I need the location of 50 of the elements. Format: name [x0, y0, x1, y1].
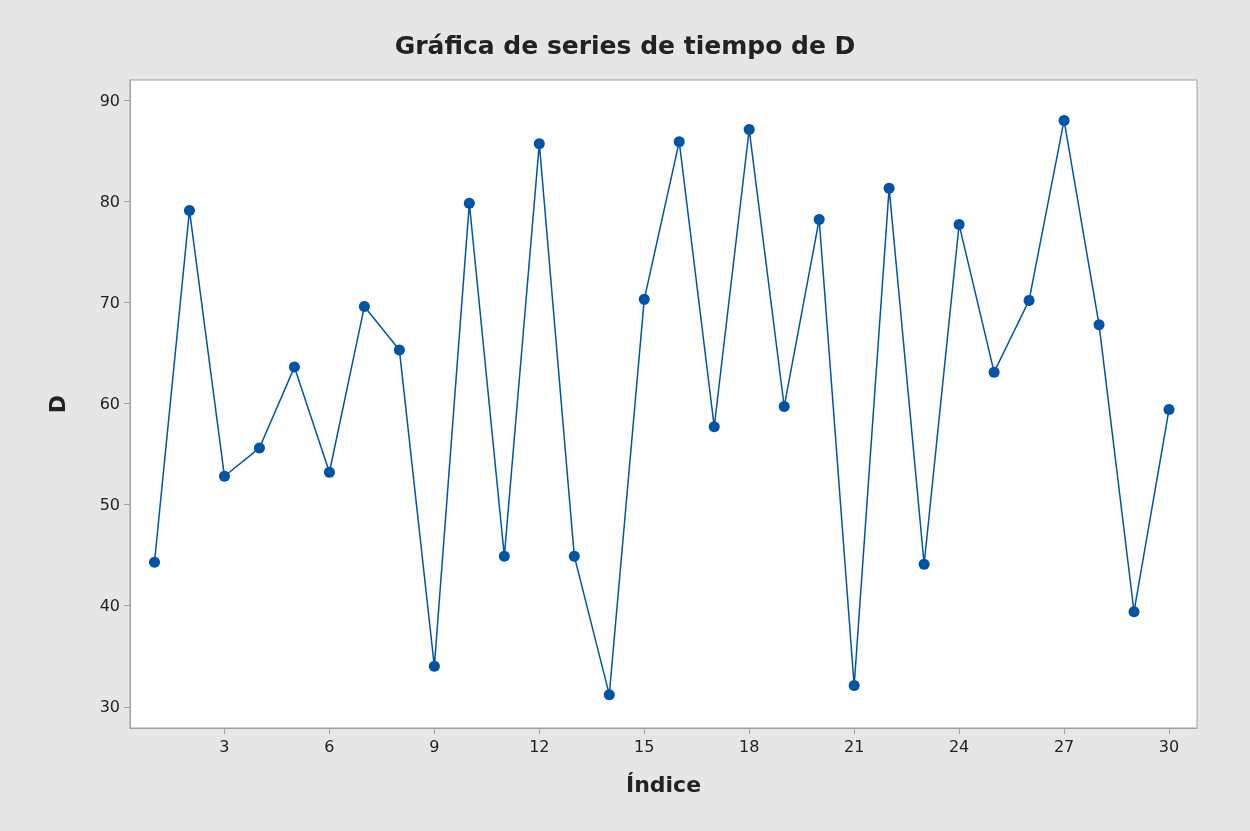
point — [498, 550, 510, 562]
y-tick-label: 30 — [99, 697, 120, 717]
x-tick-label: 9 — [429, 736, 440, 756]
x-tick-label: 18 — [739, 736, 760, 756]
y-tick-label: 70 — [99, 292, 120, 312]
point — [883, 182, 895, 194]
point — [778, 401, 790, 413]
point — [533, 138, 545, 150]
point — [708, 421, 720, 433]
x-tick-label: 27 — [1053, 736, 1075, 756]
point — [638, 293, 650, 305]
point — [743, 124, 755, 136]
point — [149, 556, 160, 568]
point — [1128, 606, 1140, 618]
x-tick-label: 15 — [634, 736, 655, 756]
y-tick-label: 90 — [99, 90, 120, 110]
point — [673, 136, 685, 148]
point — [953, 219, 965, 231]
point — [183, 204, 195, 216]
x-tick-label: 3 — [219, 736, 230, 756]
point — [218, 470, 230, 482]
point — [568, 550, 580, 562]
x-tick-label: 30 — [1158, 736, 1180, 756]
point — [288, 361, 300, 373]
x-tick-label: 6 — [324, 736, 335, 756]
y-axis-title: D — [44, 394, 70, 414]
x-tick-label: 21 — [843, 736, 865, 756]
point — [428, 660, 440, 672]
point — [463, 197, 475, 209]
point — [988, 366, 1000, 378]
chart-title: Gráfica de series de tiempo de D — [394, 31, 856, 60]
y-tick-label: 60 — [99, 393, 120, 413]
x-tick-label: 24 — [948, 736, 970, 756]
point — [1163, 404, 1175, 416]
point — [393, 344, 405, 356]
y-tick-label: 80 — [99, 191, 120, 211]
point — [1023, 294, 1035, 306]
point — [358, 300, 370, 312]
point — [1093, 319, 1105, 331]
point — [848, 680, 860, 692]
y-tick-label: 50 — [99, 495, 120, 515]
x-tick-label: 12 — [529, 736, 550, 756]
point — [813, 214, 825, 225]
point — [323, 466, 335, 478]
point — [253, 442, 265, 454]
point — [918, 558, 930, 570]
point — [603, 689, 615, 701]
y-tick-label: 40 — [99, 596, 120, 616]
point — [1058, 114, 1070, 126]
x-axis-title: Índice — [625, 771, 702, 797]
